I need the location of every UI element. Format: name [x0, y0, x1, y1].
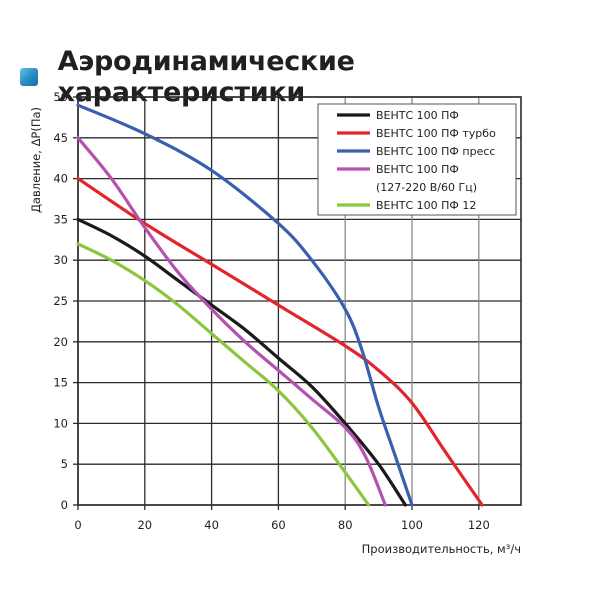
x-tick-label: 120	[468, 518, 490, 532]
x-tick-label: 100	[401, 518, 423, 532]
x-tick-label: 40	[204, 518, 219, 532]
legend: ВЕНТС 100 ПФ ВЕНТС 100 ПФ турбо ВЕНТС 100 …	[317, 103, 517, 216]
series-line-3	[76, 136, 387, 507]
y-tick-label: 40	[53, 172, 68, 186]
x-tick-label: 60	[271, 518, 286, 532]
y-tick-label: 10	[53, 416, 68, 430]
y-tick-label: 45	[53, 131, 68, 145]
chart-title: Аэродинамические характеристики	[57, 46, 355, 108]
legend-label: ВЕНТС 100 ПФ	[376, 163, 459, 176]
series-group	[76, 103, 484, 507]
y-tick-label: 20	[53, 335, 68, 349]
x-axis-label: Производительность, м³/ч	[362, 542, 521, 556]
x-tick-label: 80	[338, 518, 353, 532]
blue-square-icon	[20, 68, 38, 86]
series-line-2	[76, 103, 414, 507]
y-tick-label: 35	[53, 212, 68, 226]
legend-label: ВЕНТС 100 ПФ пресс	[376, 145, 495, 158]
y-tick-label: 50	[53, 90, 68, 104]
legend-label: ВЕНТС 100 ПФ 12	[376, 199, 476, 212]
series-line-0	[76, 217, 407, 507]
axis-ticks: 0 5 10 15 20 25 30 35 40 45 50 0 20 40 60 80 100 120	[53, 90, 489, 532]
y-tick-label: 5	[61, 457, 68, 471]
y-axis-label: Давление, ΔP(Па)	[29, 107, 43, 213]
legend-label: ВЕНТС 100 ПФ турбо	[376, 127, 496, 140]
series-line-1	[76, 177, 484, 507]
x-tick-label: 20	[137, 518, 152, 532]
series-line-4	[76, 242, 371, 507]
legend-label: ВЕНТС 100 ПФ	[376, 109, 459, 122]
y-tick-label: 30	[53, 253, 68, 267]
legend-label-line2: (127-220 В/60 Гц)	[376, 181, 477, 194]
y-tick-label: 25	[53, 294, 68, 308]
x-tick-label: 0	[74, 518, 81, 532]
y-tick-label: 15	[53, 376, 68, 390]
chart-title-block: Аэродинамические характеристики	[20, 46, 600, 108]
y-tick-label: 0	[61, 498, 68, 512]
